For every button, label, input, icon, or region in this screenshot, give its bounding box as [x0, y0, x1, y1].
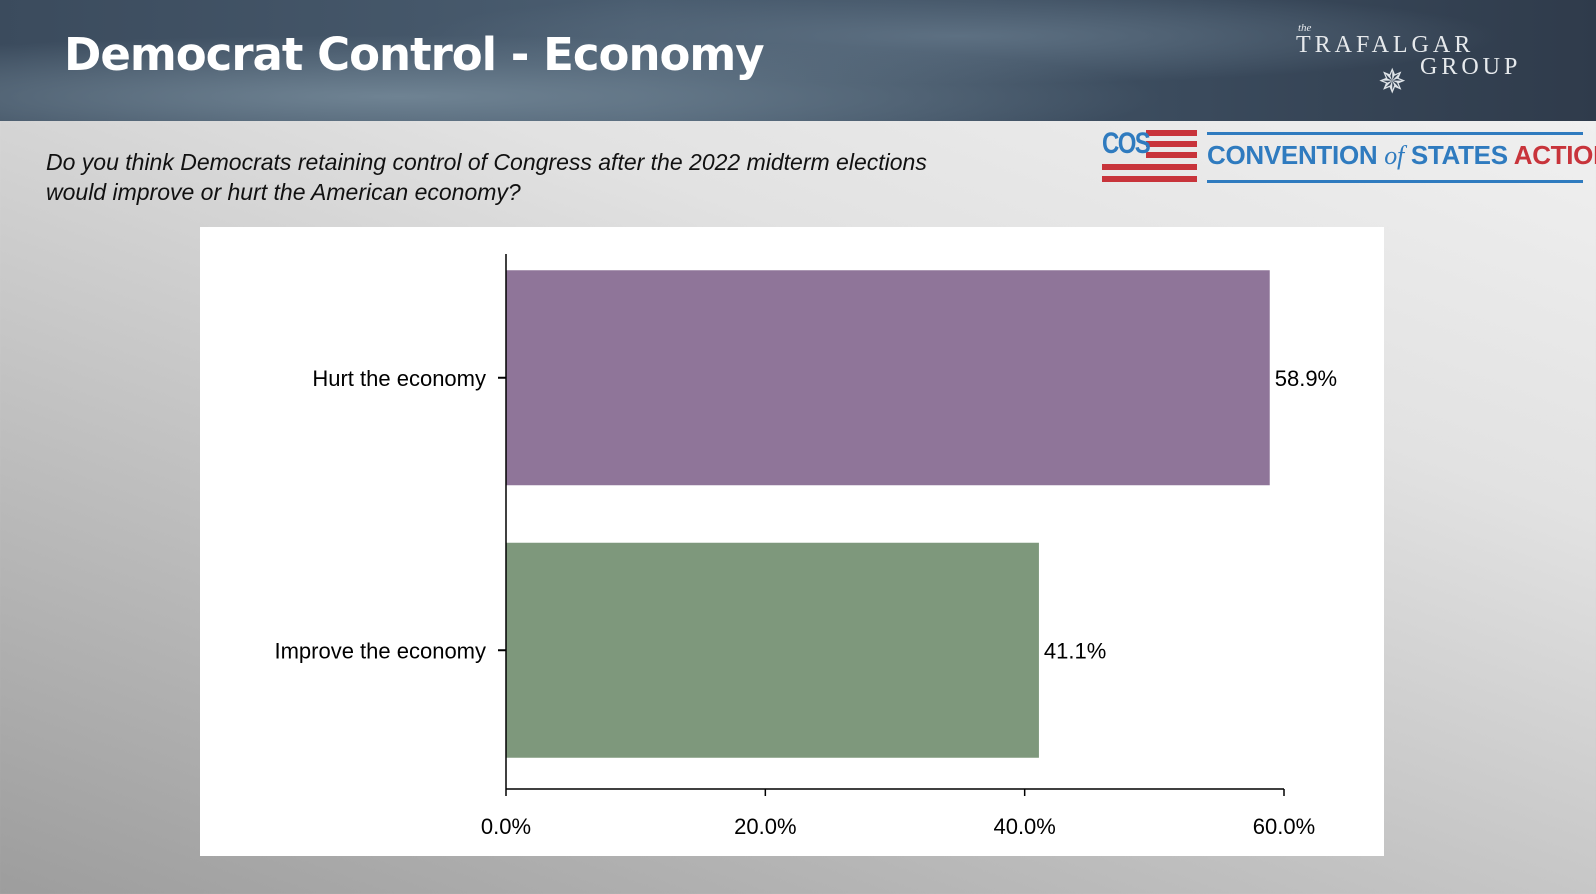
cos-flag-icon: COS: [1102, 127, 1197, 183]
logo-the: the: [1298, 22, 1312, 34]
bar-0: [506, 270, 1270, 486]
cos-abbr: COS: [1102, 127, 1151, 160]
convention-of-states-logo: COS CONVENTION of STATES ACTION: [1102, 127, 1596, 185]
cos-name-of: of: [1384, 141, 1404, 170]
question-line-1: Do you think Democrats retaining control…: [46, 149, 927, 175]
cos-name-3: ACTION: [1513, 140, 1596, 170]
logo-line2: GROUP: [1420, 54, 1522, 80]
x-tick-label-0: 0.0%: [481, 814, 531, 839]
question-line-2: would improve or hurt the American econo…: [46, 179, 521, 205]
x-tick-label-1: 20.0%: [734, 814, 796, 839]
x-tick-label-2: 40.0%: [993, 814, 1055, 839]
bar-1: [506, 542, 1039, 758]
trafalgar-group-logo: the TRAFALGAR GROUP ✵: [1290, 18, 1530, 103]
compass-star-icon: ✵: [1378, 64, 1407, 101]
x-tick-label-3: 60.0%: [1253, 814, 1315, 839]
bar-chart: Hurt the economy 58.9% Improve the economy…: [274, 254, 1337, 839]
cos-name-1: CONVENTION: [1207, 140, 1378, 170]
cos-name: CONVENTION of STATES ACTION: [1207, 140, 1596, 171]
chart-panel: Hurt the economy 58.9% Improve the economy…: [200, 227, 1384, 856]
survey-question: Do you think Democrats retaining control…: [46, 147, 1086, 207]
cos-name-2: STATES: [1410, 140, 1508, 170]
category-label-1: Improve the economy: [274, 638, 486, 663]
header-banner: Democrat Control - Economy the TRAFALGAR…: [0, 0, 1596, 121]
slide-title: Democrat Control - Economy: [64, 28, 765, 81]
category-label-0: Hurt the economy: [312, 366, 486, 391]
logo-line1: TRAFALGAR: [1296, 32, 1475, 58]
data-label-1: 41.1%: [1044, 638, 1106, 663]
data-label-0: 58.9%: [1275, 366, 1337, 391]
